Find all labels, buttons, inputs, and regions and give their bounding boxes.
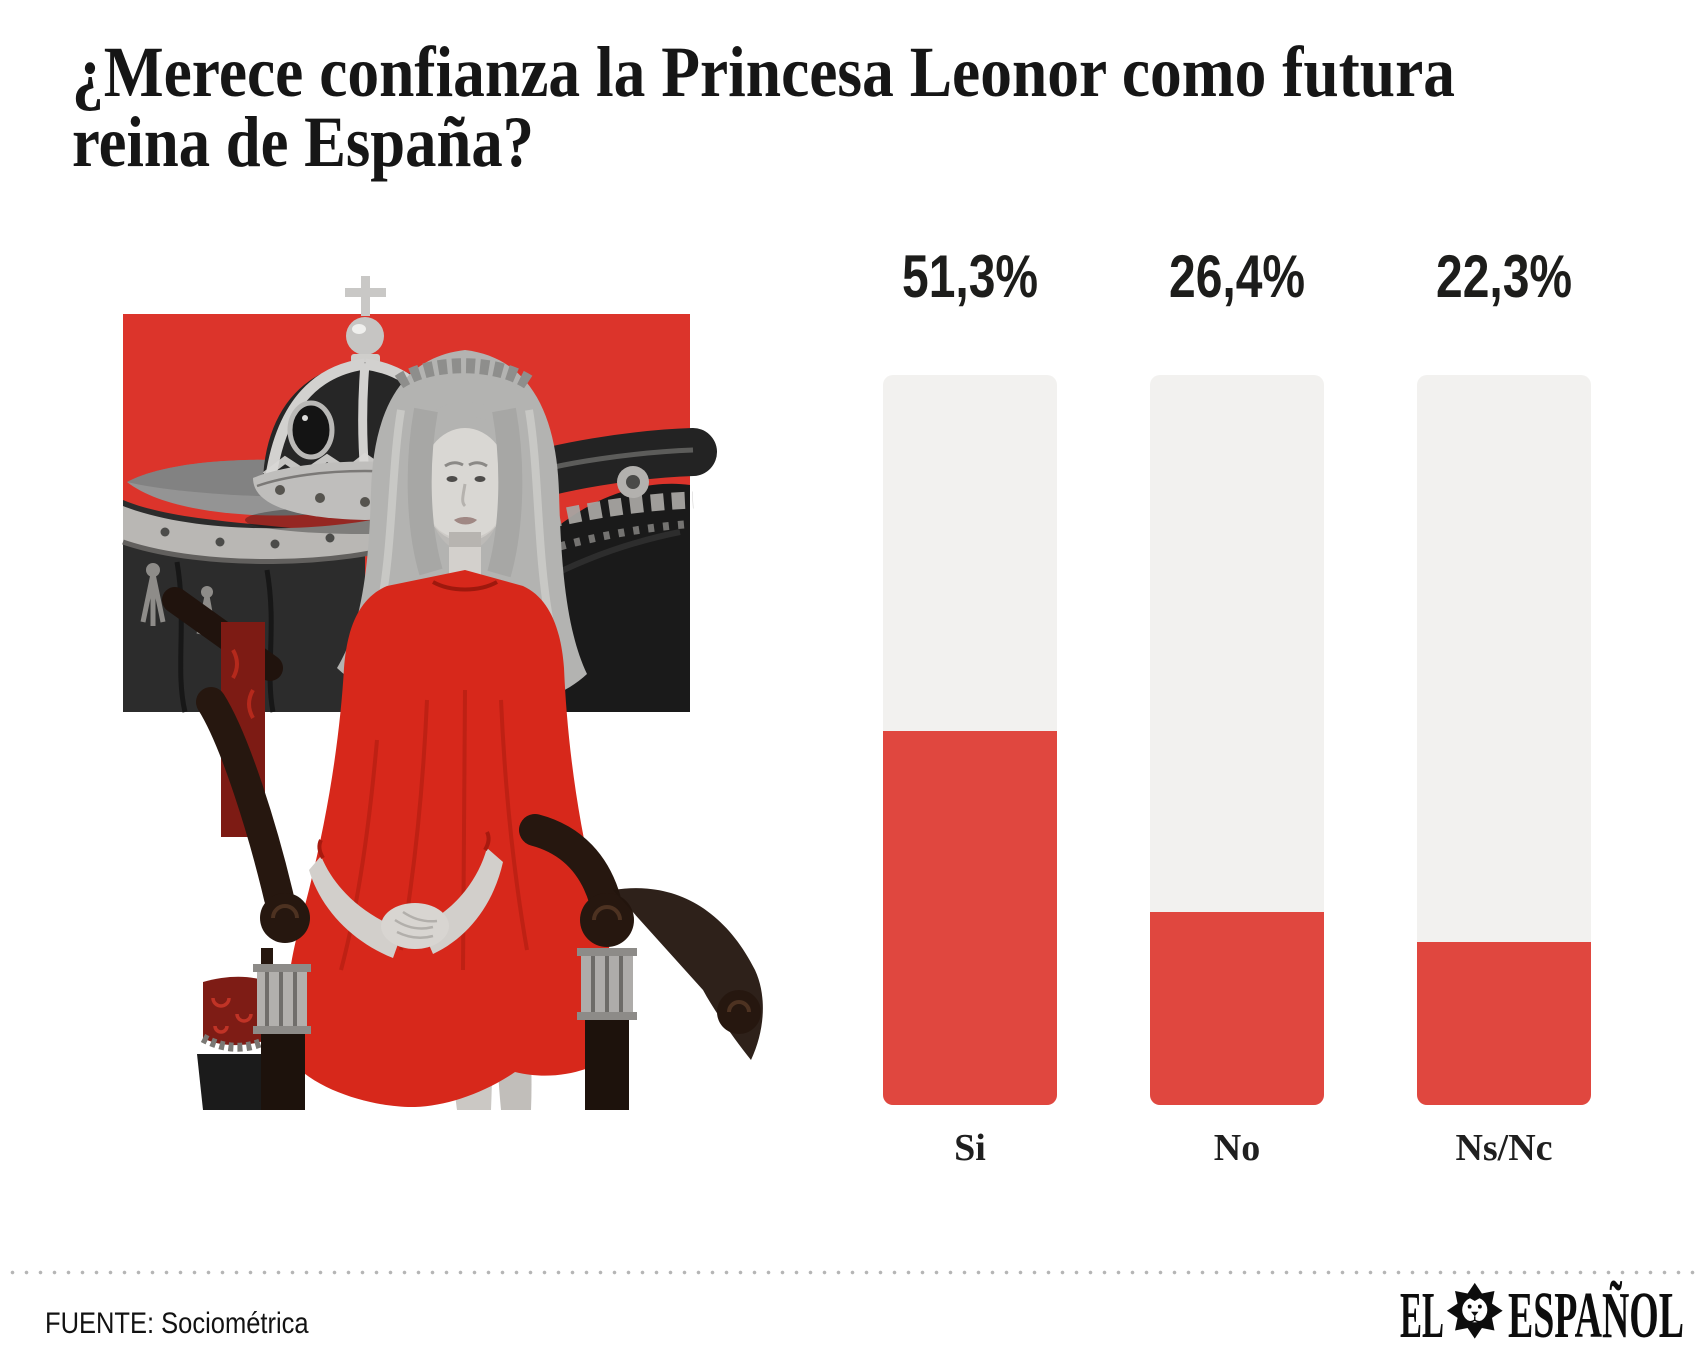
logo-word-espanol: ESPAÑOL xyxy=(1508,1279,1684,1352)
bar-fill xyxy=(1417,942,1591,1105)
page-title-line2: reina de España? xyxy=(72,102,534,182)
bar-fill xyxy=(883,730,1057,1105)
value-text: 51,3% xyxy=(901,242,1039,310)
page-title-line1: ¿Merece confianza la Princesa Leonor com… xyxy=(72,32,1455,112)
bar-column-nsnc: 22,3% Ns/Nc xyxy=(1417,240,1591,1169)
dotted-divider xyxy=(10,1270,1698,1275)
lion-icon xyxy=(1446,1282,1503,1339)
logo-word-el: EL xyxy=(1400,1279,1444,1352)
bar-track xyxy=(1417,375,1591,1105)
value-label: 22,3% xyxy=(1419,240,1589,312)
value-label: 51,3% xyxy=(885,240,1055,312)
braid xyxy=(394,358,536,391)
photo-princess-leonor xyxy=(115,270,775,1110)
bar-column-no: 26,4% No xyxy=(1150,240,1324,1169)
brand-logo-el-espanol: EL ESPAÑOL xyxy=(1400,1279,1684,1352)
source-label: FUENTE: Sociométrica xyxy=(45,1307,309,1340)
photo-illustration xyxy=(122,276,763,1110)
bar-track xyxy=(883,375,1057,1105)
throne-chair xyxy=(196,687,763,1110)
category-label: No xyxy=(1213,1127,1261,1169)
category-label: Si xyxy=(954,1127,986,1169)
value-text: 22,3% xyxy=(1435,242,1573,310)
red-dress xyxy=(286,570,618,1108)
value-text: 26,4% xyxy=(1168,242,1306,310)
bar-fill xyxy=(1150,912,1324,1105)
bar-chart: 51,3% Si 26,4% No 22,3% Ns/Nc xyxy=(883,240,1595,1169)
page-title: ¿Merece confianza la Princesa Leonor com… xyxy=(72,32,1455,182)
princess-figure xyxy=(286,350,618,1110)
bar-column-si: 51,3% Si xyxy=(883,240,1057,1169)
clasped-hands xyxy=(309,831,503,958)
category-label: Ns/Nc xyxy=(1455,1127,1553,1169)
bar-track xyxy=(1150,375,1324,1105)
value-label: 26,4% xyxy=(1152,240,1322,312)
